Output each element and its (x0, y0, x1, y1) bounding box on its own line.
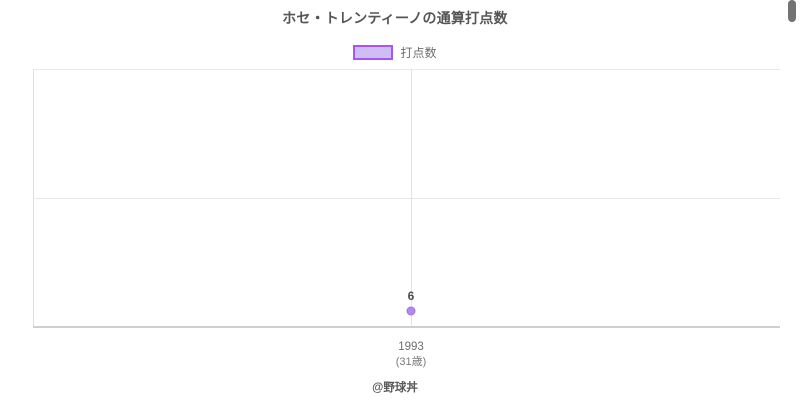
x-axis-label-year: 1993 (398, 341, 424, 353)
legend-item-rbi[interactable]: 打点数 (353, 44, 437, 61)
scrollbar-thumb[interactable] (788, 0, 796, 22)
chart-legend: 打点数 (0, 44, 790, 61)
plot-area: 100 50 0 6 (33, 69, 780, 328)
legend-swatch-icon (353, 45, 394, 60)
x-axis-label-1993: 1993 (31歳) (396, 340, 427, 370)
y-axis-line (33, 69, 34, 327)
legend-item-label: 打点数 (400, 46, 437, 60)
footer-credit: @野球丼 (372, 382, 418, 394)
gridline-100 (33, 69, 780, 70)
gridline-50 (33, 198, 780, 199)
chart-title: ホセ・トレンティーノの通算打点数 (282, 10, 508, 26)
x-axis-label-age: (31歳) (395, 356, 427, 368)
vertical-gridline-1993 (411, 69, 412, 327)
x-axis-baseline (33, 326, 780, 328)
data-point-value-label: 6 (407, 289, 415, 303)
data-point-marker[interactable] (406, 306, 416, 316)
scrollbar-track[interactable] (786, 0, 800, 400)
